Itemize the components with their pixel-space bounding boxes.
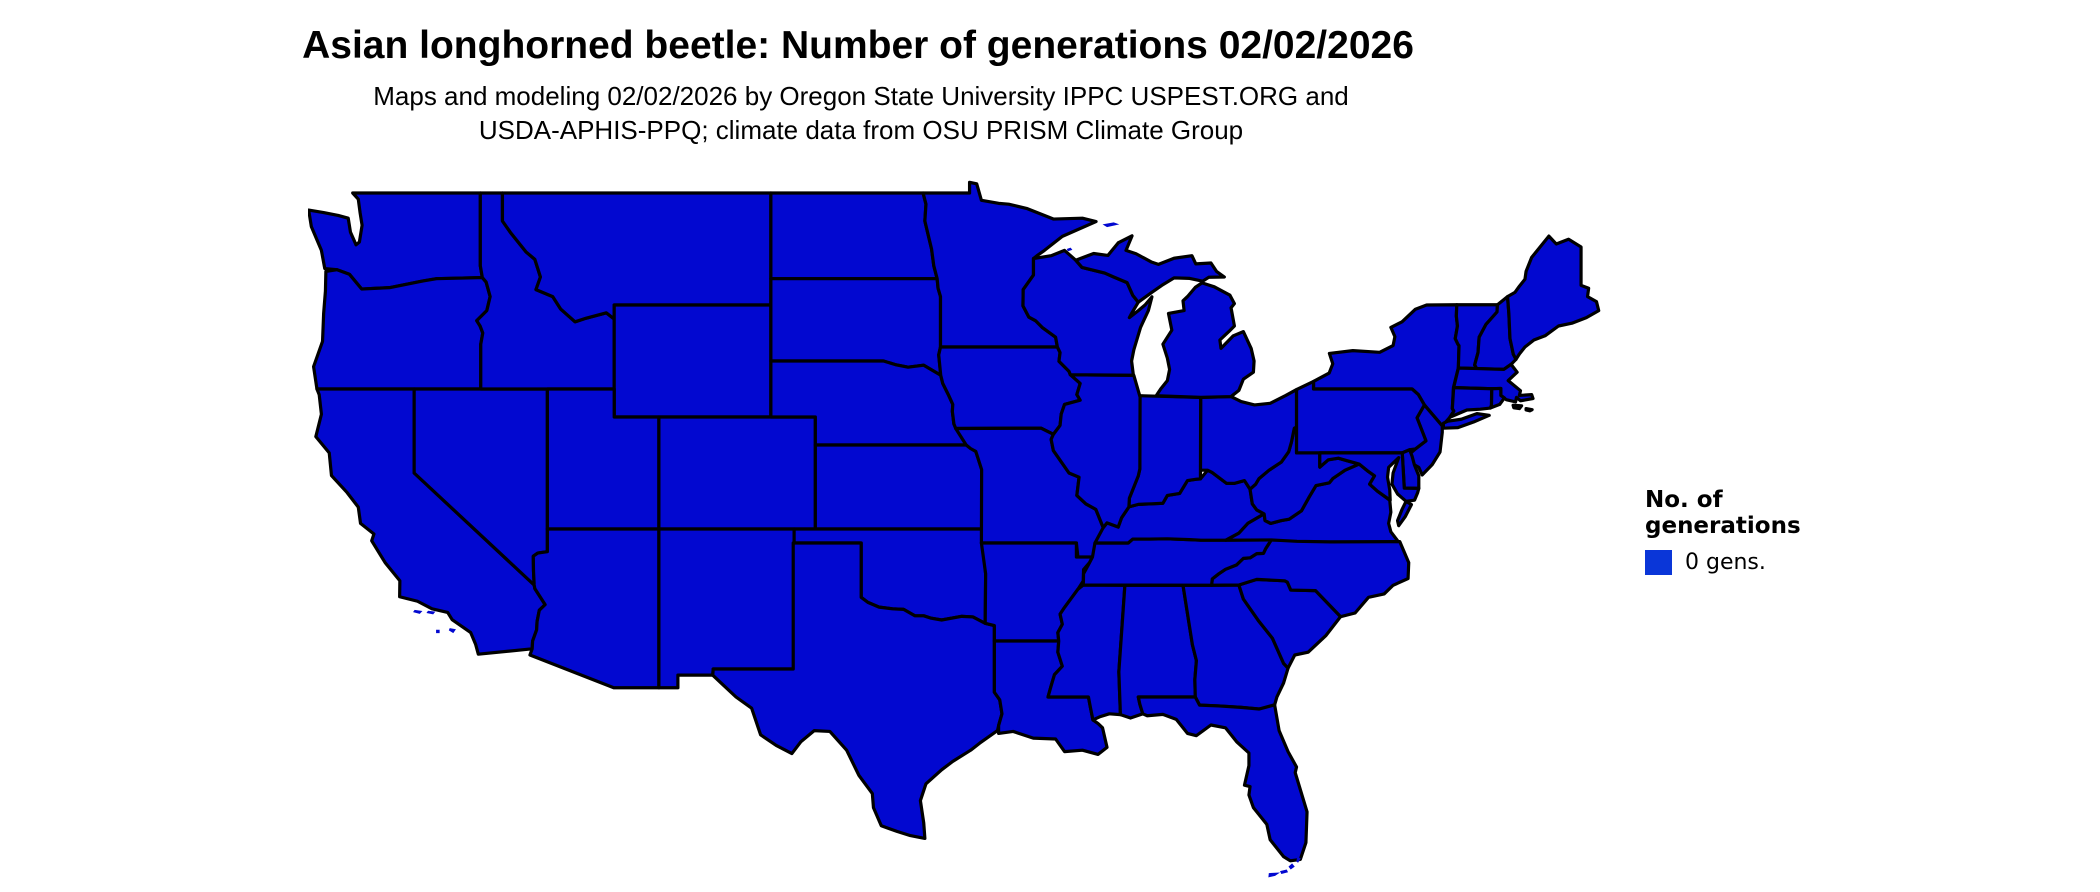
apostle-islands xyxy=(1066,247,1073,252)
state-illinois xyxy=(1051,375,1140,528)
legend-item-label: 0 gens. xyxy=(1685,550,1766,575)
state-maine xyxy=(1508,236,1599,359)
legend-title-line-2: generations xyxy=(1645,513,1801,539)
state-kansas xyxy=(815,445,982,529)
state-florida xyxy=(1138,697,1307,861)
state-virginia-eastern-shore xyxy=(1398,501,1412,525)
state-new-york-long-island xyxy=(1443,414,1489,429)
state-wyoming xyxy=(614,305,771,417)
state-arizona xyxy=(530,529,659,688)
map-legend: No. of generations 0 gens. xyxy=(1645,487,1801,575)
legend-title: No. of generations xyxy=(1645,487,1801,539)
florida-keys xyxy=(1268,857,1301,878)
state-michigan xyxy=(1156,283,1254,398)
legend-title-line-1: No. of xyxy=(1645,487,1723,513)
legend-swatch xyxy=(1645,550,1672,575)
figure-subtitle-line-1: Maps and modeling 02/02/2026 by Oregon S… xyxy=(373,81,1349,111)
state-texas xyxy=(713,543,1002,838)
state-new-mexico xyxy=(659,529,794,688)
state-ohio xyxy=(1200,390,1296,490)
state-colorado xyxy=(659,417,815,529)
channel-islands xyxy=(413,609,456,634)
marthas-vineyard-island xyxy=(1513,405,1521,408)
nantucket-island xyxy=(1526,409,1532,411)
state-mississippi xyxy=(1048,585,1125,720)
legend-item-0-gens: 0 gens. xyxy=(1645,550,1801,575)
isle-royale-island xyxy=(1102,222,1120,228)
figure-title: Asian longhorned beetle: Number of gener… xyxy=(302,24,1414,67)
state-michigan-upper-peninsula xyxy=(1076,236,1225,302)
figure-subtitle-line-2: USDA-APHIS-PPQ; climate data from OSU PR… xyxy=(478,115,1244,145)
state-pennsylvania xyxy=(1297,381,1426,452)
state-north-dakota xyxy=(771,193,937,279)
state-oregon xyxy=(314,270,491,389)
figure-subtitle: Maps and modeling 02/02/2026 by Oregon S… xyxy=(373,79,1349,147)
state-maryland xyxy=(1320,453,1419,501)
state-connecticut xyxy=(1450,388,1492,418)
us-map xyxy=(308,179,1603,885)
